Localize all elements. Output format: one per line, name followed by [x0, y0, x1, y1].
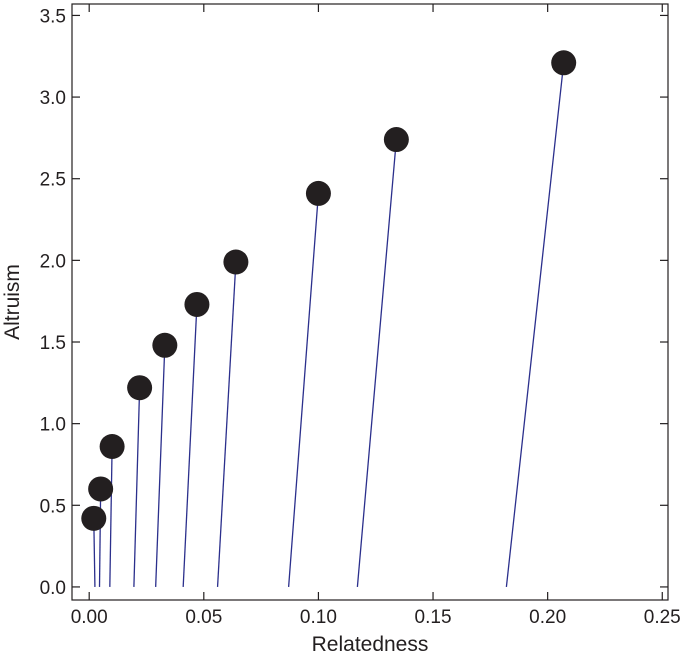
stem-lines [93, 62, 565, 588]
y-axis: 0.0 0.5 1.0 1.5 2.0 2.5 3.0 3.5 [40, 6, 668, 599]
stem-line-7 [216, 261, 237, 587]
stem-line-9 [356, 139, 398, 587]
stem-line-6 [182, 304, 198, 587]
x-tick-label: 0.05 [185, 607, 222, 628]
x-tick-label: 0.15 [415, 607, 452, 628]
x-tick-label: 0.25 [644, 607, 681, 628]
y-tick-label: 2.0 [40, 251, 66, 272]
x-axis-label: Relatedness [312, 633, 429, 656]
stem-line-5 [155, 345, 166, 587]
y-tick-label: 3.5 [40, 6, 66, 27]
data-point-4 [127, 375, 153, 401]
x-axis: 0.00 0.05 0.10 0.15 0.20 0.25 [71, 4, 681, 628]
data-point-8 [305, 180, 331, 206]
x-tick-label: 0.10 [300, 607, 337, 628]
data-point-10 [551, 50, 577, 76]
stem-line-4 [133, 387, 141, 587]
plot-frame [71, 3, 669, 601]
data-point-5 [152, 332, 178, 358]
data-points [81, 50, 577, 531]
y-tick-label: 1.0 [40, 415, 66, 436]
y-tick-label: 0.5 [40, 496, 66, 517]
data-point-6 [184, 291, 210, 317]
data-point-1 [81, 505, 107, 531]
stem-line-3 [109, 446, 113, 587]
stem-line-8 [287, 193, 320, 587]
y-tick-label: 3.0 [40, 88, 66, 109]
x-tick-label: 0.00 [71, 607, 108, 628]
data-point-9 [383, 127, 409, 153]
data-point-7 [223, 249, 249, 275]
y-tick-label: 2.5 [40, 170, 66, 191]
y-tick-label: 0.0 [40, 578, 66, 599]
x-tick-label: 0.20 [529, 607, 566, 628]
y-axis-label: Altruism [1, 264, 24, 340]
y-tick-label: 1.5 [40, 333, 66, 354]
data-point-3 [99, 434, 125, 460]
data-point-2 [88, 476, 114, 502]
stem-line-10 [505, 62, 565, 588]
stem-line-2 [98, 488, 102, 587]
